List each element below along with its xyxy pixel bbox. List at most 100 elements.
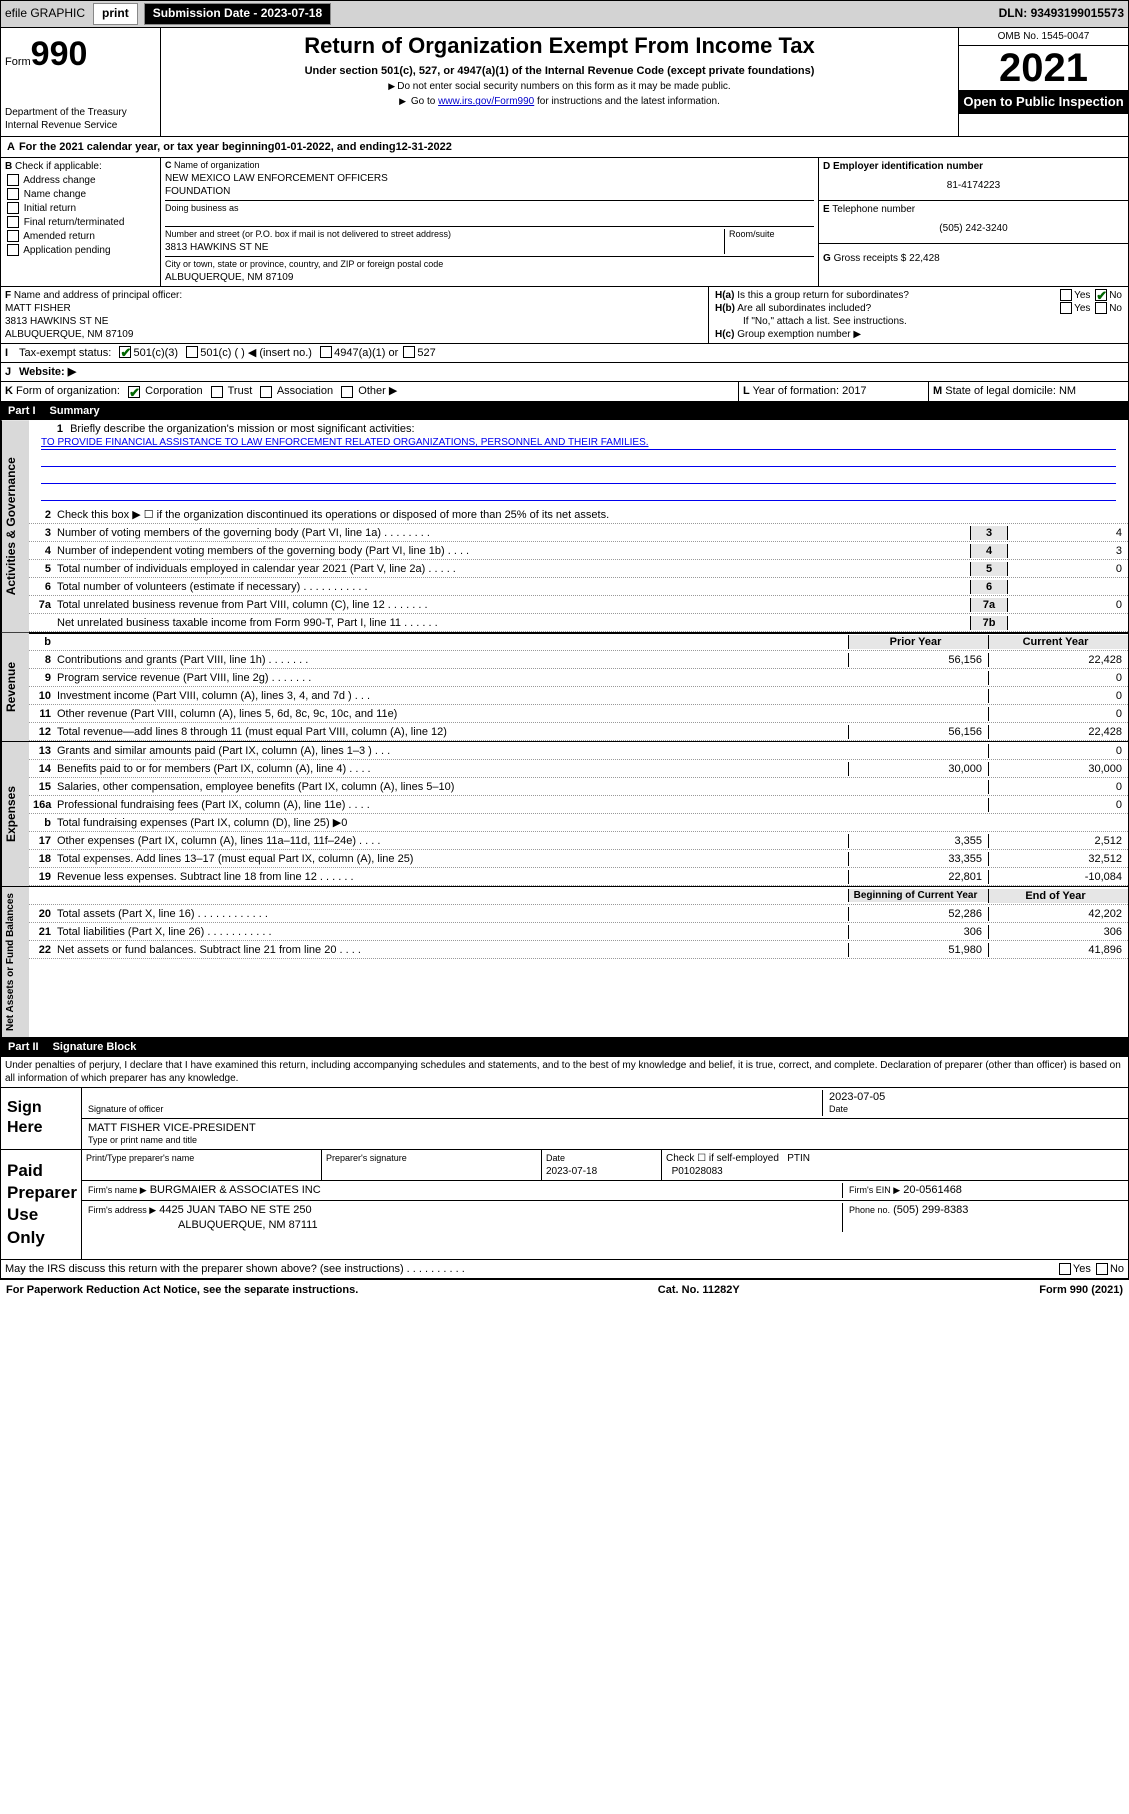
- omb-number: OMB No. 1545-0047: [959, 28, 1128, 46]
- col-end-year: End of Year: [988, 889, 1128, 903]
- summary-line: 18Total expenses. Add lines 13–17 (must …: [29, 850, 1128, 868]
- page-footer: For Paperwork Reduction Act Notice, see …: [0, 1279, 1129, 1300]
- summary-line: 19Revenue less expenses. Subtract line 1…: [29, 868, 1128, 886]
- paid-preparer-block: Paid Preparer Use Only Print/Type prepar…: [0, 1150, 1129, 1259]
- tax-exempt-row: I Tax-exempt status: 501(c)(3) 501(c) ( …: [0, 344, 1129, 363]
- submission-date: Submission Date - 2023-07-18: [144, 3, 331, 25]
- col-begin-year: Beginning of Current Year: [848, 889, 988, 902]
- entity-block: B Check if applicable: Address change Na…: [0, 158, 1129, 287]
- part2-header: Part II Signature Block: [0, 1038, 1129, 1056]
- attach-list-note: If "No," attach a list. See instructions…: [743, 315, 1122, 328]
- officer-city: ALBUQUERQUE, NM 87109: [5, 329, 133, 340]
- firm-phone: (505) 299-8383: [893, 1204, 968, 1216]
- chk-initial-return[interactable]: Initial return: [5, 202, 156, 215]
- summary-line: 22Net assets or fund balances. Subtract …: [29, 941, 1128, 959]
- summary-line: 21Total liabilities (Part X, line 26) . …: [29, 923, 1128, 941]
- city: ALBUQUERQUE, NM 87109: [165, 271, 814, 284]
- print-button[interactable]: print: [93, 3, 138, 25]
- expenses-section: Expenses 13Grants and similar amounts pa…: [0, 742, 1129, 887]
- chk-amended-return[interactable]: Amended return: [5, 230, 156, 243]
- summary-line: 17Other expenses (Part IX, column (A), l…: [29, 832, 1128, 850]
- form-version: Form 990 (2021): [1039, 1283, 1123, 1297]
- chk-corporation[interactable]: [128, 386, 140, 398]
- summary-line: 20Total assets (Part X, line 16) . . . .…: [29, 905, 1128, 923]
- sidebar-governance: Activities & Governance: [1, 420, 29, 632]
- cat-no: Cat. No. 11282Y: [658, 1283, 740, 1297]
- sign-here-block: Sign Here Signature of officer 2023-07-0…: [0, 1088, 1129, 1151]
- firm-addr2: ALBUQUERQUE, NM 87111: [178, 1219, 318, 1231]
- form-header: Form990 Department of the Treasury Inter…: [0, 28, 1129, 137]
- summary-line: 13Grants and similar amounts paid (Part …: [29, 742, 1128, 760]
- form-subtitle: Under section 501(c), 527, or 4947(a)(1)…: [165, 64, 954, 78]
- summary-line: 9Program service revenue (Part VIII, lin…: [29, 669, 1128, 687]
- chk-application-pending[interactable]: Application pending: [5, 244, 156, 257]
- self-employed-chk: Check ☐ if self-employed: [666, 1153, 779, 1164]
- summary-line: 6Total number of volunteers (estimate if…: [29, 578, 1128, 596]
- room-lbl: Room/suite: [729, 229, 814, 241]
- summary-line: 15Salaries, other compensation, employee…: [29, 778, 1128, 796]
- part1-header: Part I Summary: [0, 402, 1129, 420]
- summary-line: 7aTotal unrelated business revenue from …: [29, 596, 1128, 614]
- summary-line: 8Contributions and grants (Part VIII, li…: [29, 651, 1128, 669]
- dept-treasury: Department of the Treasury: [5, 106, 156, 119]
- city-lbl: City or town, state or province, country…: [165, 259, 814, 271]
- chk-final-return[interactable]: Final return/terminated: [5, 216, 156, 229]
- col-prior-year: Prior Year: [848, 635, 988, 649]
- chk-501c[interactable]: [186, 346, 198, 358]
- summary-line: 12Total revenue—add lines 8 through 11 (…: [29, 723, 1128, 741]
- summary-line: Net unrelated business taxable income fr…: [29, 614, 1128, 632]
- chk-association[interactable]: [260, 386, 272, 398]
- line2-discontinued: Check this box ▶ ☐ if the organization d…: [55, 507, 1128, 523]
- sig-officer-name: MATT FISHER VICE-PRESIDENT: [88, 1121, 1122, 1135]
- phone: (505) 242-3240: [823, 216, 1124, 241]
- efile-label: efile GRAPHIC: [5, 6, 85, 22]
- mission-lbl: Briefly describe the organization's miss…: [70, 423, 414, 435]
- ein-lbl: Employer identification number: [833, 161, 983, 172]
- instructions-link-line: Go to www.irs.gov/Form990 for instructio…: [165, 95, 954, 108]
- gross-receipts: 22,428: [909, 253, 940, 264]
- sig-officer-lbl: Signature of officer: [88, 1104, 822, 1116]
- summary-line: 14Benefits paid to or for members (Part …: [29, 760, 1128, 778]
- officer-street: 3813 HAWKINS ST NE: [5, 316, 108, 327]
- firm-ein: 20-0561468: [903, 1184, 962, 1196]
- irs-link[interactable]: www.irs.gov/Form990: [438, 96, 534, 107]
- gross-receipts-lbl: Gross receipts $: [834, 253, 907, 264]
- org-name2: FOUNDATION: [165, 185, 814, 198]
- summary-line: bTotal fundraising expenses (Part IX, co…: [29, 814, 1128, 832]
- paperwork-notice: For Paperwork Reduction Act Notice, see …: [6, 1283, 358, 1297]
- street: 3813 HAWKINS ST NE: [165, 241, 724, 254]
- mission-text: TO PROVIDE FINANCIAL ASSISTANCE TO LAW E…: [41, 436, 1116, 450]
- summary-line: 5Total number of individuals employed in…: [29, 560, 1128, 578]
- form-title: Return of Organization Exempt From Incom…: [165, 32, 954, 61]
- chk-4947[interactable]: [320, 346, 332, 358]
- group-return-q: Is this a group return for subordinates?: [737, 290, 909, 301]
- form-of-org-row: K Form of organization: Corporation Trus…: [0, 382, 1129, 401]
- irs: Internal Revenue Service: [5, 119, 156, 132]
- summary-line: 16aProfessional fundraising fees (Part I…: [29, 796, 1128, 814]
- public-inspection: Open to Public Inspection: [959, 90, 1128, 115]
- phone-lbl: Telephone number: [832, 204, 915, 215]
- preparer-sig-lbl: Preparer's signature: [326, 1153, 407, 1163]
- sig-date: 2023-07-05: [829, 1090, 1122, 1104]
- chk-trust[interactable]: [211, 386, 223, 398]
- officer-lbl: Name and address of principal officer:: [14, 290, 182, 301]
- topbar: efile GRAPHIC print Submission Date - 20…: [0, 0, 1129, 28]
- ein: 81-4174223: [823, 173, 1124, 198]
- discuss-row: May the IRS discuss this return with the…: [0, 1260, 1129, 1279]
- chk-name-change[interactable]: Name change: [5, 188, 156, 201]
- summary-line: 4Number of independent voting members of…: [29, 542, 1128, 560]
- chk-501c3[interactable]: [119, 346, 131, 358]
- firm-addr1: 4425 JUAN TABO NE STE 250: [159, 1204, 311, 1216]
- dba-lbl: Doing business as: [165, 203, 814, 215]
- chk-other[interactable]: [341, 386, 353, 398]
- sidebar-revenue: Revenue: [1, 633, 29, 741]
- sidebar-expenses: Expenses: [1, 742, 29, 886]
- firm-name: BURGMAIER & ASSOCIATES INC: [150, 1184, 321, 1196]
- group-exemption: Group exemption number ▶: [737, 329, 861, 340]
- chk-527[interactable]: [403, 346, 415, 358]
- form-number: Form990: [5, 32, 156, 76]
- ptin: P01028083: [672, 1166, 723, 1177]
- officer-block: F Name and address of principal officer:…: [0, 287, 1129, 344]
- col-current-year: Current Year: [988, 635, 1128, 649]
- chk-address-change[interactable]: Address change: [5, 174, 156, 187]
